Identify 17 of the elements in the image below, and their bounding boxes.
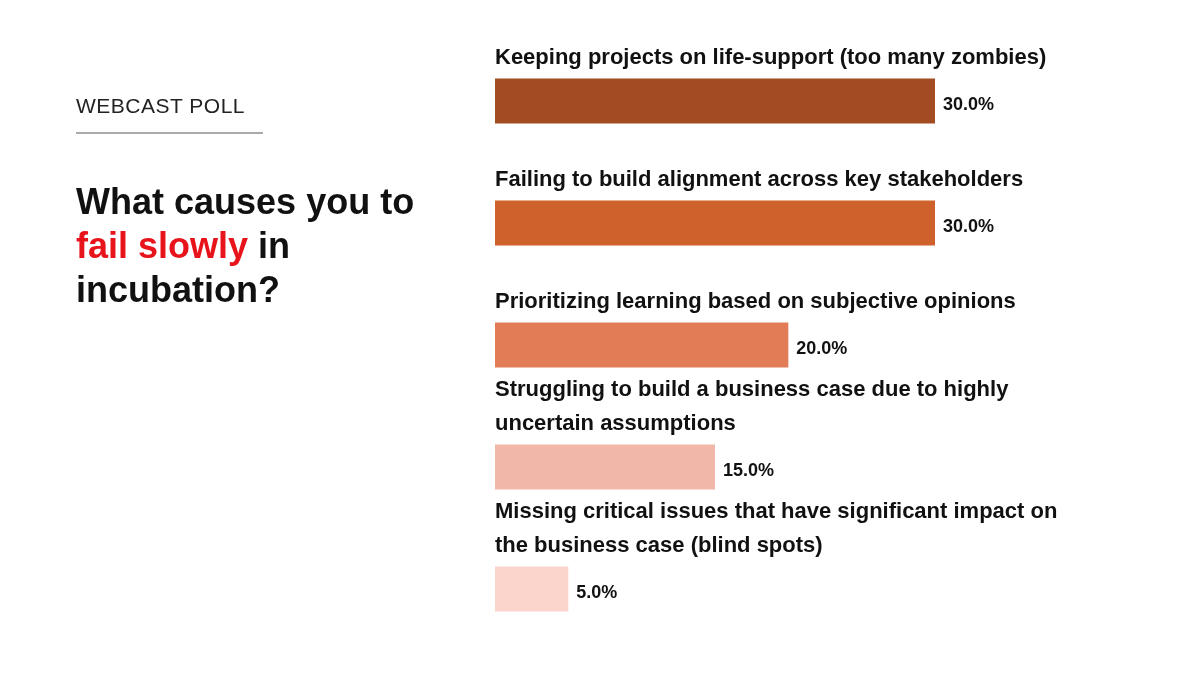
y-tick-label: Prioritizing learning based on subjective opinions xyxy=(495,288,1016,314)
data-label: 5.0% xyxy=(576,581,618,602)
bar xyxy=(495,444,715,490)
y-tick-label: Failing to build alignment across key stakeholders xyxy=(495,166,1024,192)
chart-title: What causes you to fail slowly in incubation? xyxy=(76,181,415,310)
data-label: 30.0% xyxy=(943,215,995,236)
data-label: 15.0% xyxy=(723,459,775,480)
data-label: 20.0% xyxy=(796,337,848,358)
text: WEBCAST POLL xyxy=(76,94,245,118)
y-tick-label: Missing critical issues that have significant impact on the business case (blind spots) xyxy=(495,498,1058,558)
bar xyxy=(495,200,935,246)
bar xyxy=(495,322,789,368)
y-tick-label: Struggling to build a business case due to highly uncertain assumptions xyxy=(495,376,1010,436)
data-label: 30.0% xyxy=(943,93,995,114)
y-tick-label: Keeping projects on life-support (too many zombies) xyxy=(495,44,1047,70)
bar xyxy=(495,78,935,124)
bar xyxy=(495,566,569,612)
